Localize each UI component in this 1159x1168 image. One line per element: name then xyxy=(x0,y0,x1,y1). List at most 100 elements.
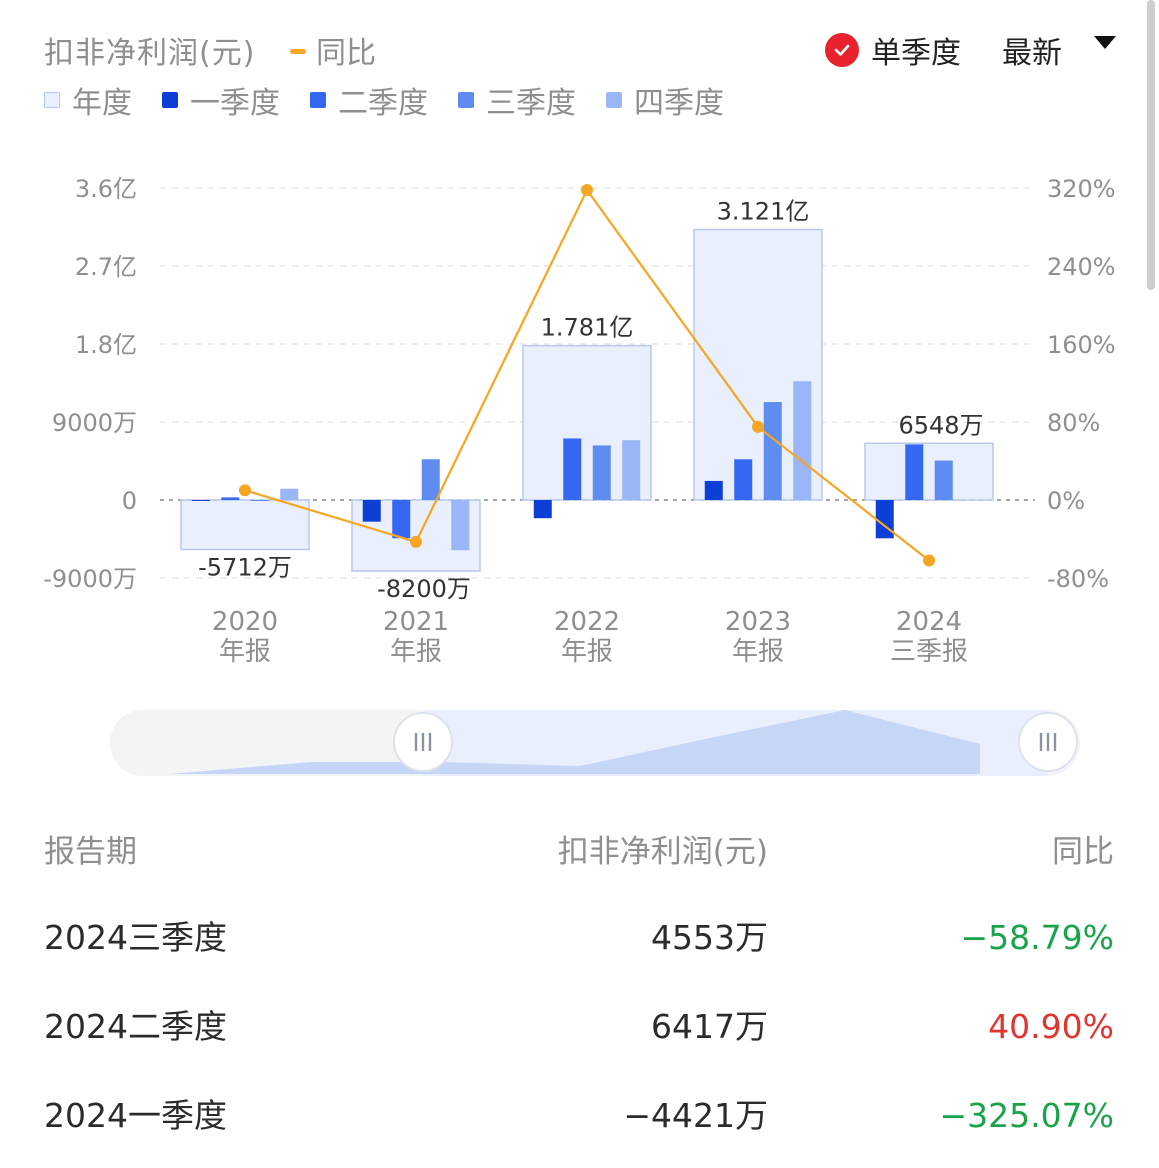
annual-bar xyxy=(180,499,310,551)
x-axis-tick-label: 年报 xyxy=(732,637,784,667)
slider-handle-left[interactable] xyxy=(393,712,453,772)
yoy-point xyxy=(923,554,935,567)
left-axis-tick-label: 0 xyxy=(122,487,137,515)
quarter-bar xyxy=(451,500,470,551)
row-yoy: −325.07% xyxy=(939,1096,1114,1135)
table-row[interactable]: 2024一季度 −4421万 −325.07% xyxy=(44,1086,1114,1146)
x-axis-tick-label: 2023 xyxy=(725,607,791,637)
latest-dropdown[interactable]: 最新 xyxy=(1002,36,1062,71)
row-period: 2024三季度 xyxy=(44,918,227,957)
legend-swatch xyxy=(44,92,60,108)
annual-value-label: 6548万 xyxy=(898,411,983,439)
legend-label: 一季度 xyxy=(190,86,280,121)
x-axis-tick-label: 年报 xyxy=(390,637,442,667)
legend-swatch xyxy=(310,92,326,108)
range-slider[interactable] xyxy=(110,710,1080,776)
annual-bar xyxy=(864,442,994,501)
x-axis-tick-label: 2021 xyxy=(383,607,449,637)
legend-yoy[interactable]: 同比 xyxy=(290,28,376,72)
quarter-bar xyxy=(622,440,641,500)
legend-q3[interactable]: 三季度 xyxy=(458,78,576,122)
table-header: 报告期 扣非净利润(元) 同比 xyxy=(44,822,1114,882)
legend-swatch xyxy=(162,92,178,108)
row-value: −4421万 xyxy=(623,1096,768,1135)
x-axis-tick-label: 2024 xyxy=(896,607,962,637)
quarter-bar xyxy=(793,381,812,500)
quarter-bar xyxy=(280,488,299,500)
quarter-bar xyxy=(250,500,269,501)
legend-q1[interactable]: 一季度 xyxy=(162,78,280,122)
quarter-bar xyxy=(191,500,210,501)
grip-icon xyxy=(1039,733,1057,751)
check-icon xyxy=(825,33,859,67)
yoy-point xyxy=(410,535,422,548)
single-season-label: 单季度 xyxy=(871,36,961,71)
quarter-bar xyxy=(704,480,723,500)
quarter-bar xyxy=(221,497,240,500)
quarter-bar xyxy=(934,460,953,500)
chart-title: 扣非净利润(元) xyxy=(44,36,256,71)
quarter-bar xyxy=(362,500,381,522)
row-value: 6417万 xyxy=(651,1007,768,1046)
slider-preview-area xyxy=(170,710,980,774)
legend-label: 二季度 xyxy=(338,86,428,121)
legend-label: 四季度 xyxy=(634,86,724,121)
annual-value-label: -8200万 xyxy=(377,575,471,603)
row-period: 2024二季度 xyxy=(44,1007,227,1046)
row-yoy: −58.79% xyxy=(960,918,1114,957)
legend-q4[interactable]: 四季度 xyxy=(606,78,724,122)
table-row[interactable]: 2024二季度 6417万 40.90% xyxy=(44,997,1114,1057)
annual-value-label: -5712万 xyxy=(198,554,292,582)
legend-annual[interactable]: 年度 xyxy=(44,78,132,122)
header-value: 扣非净利润(元) xyxy=(557,834,768,870)
left-axis-tick-label: -9000万 xyxy=(43,565,137,593)
slider-handle-right[interactable] xyxy=(1018,712,1078,772)
x-axis-tick-label: 年报 xyxy=(219,637,271,667)
quarter-bar xyxy=(563,438,582,500)
profit-chart: 3.6亿 2.7亿 1.8亿 9000万 0 -9000万 320% 240% 160% 80% 0… xyxy=(43,175,1116,667)
row-period: 2024一季度 xyxy=(44,1096,227,1135)
header-yoy: 同比 xyxy=(1052,834,1114,870)
legend: 年度 一季度 二季度 三季度 四季度 xyxy=(44,78,754,122)
right-axis-tick-label: 240% xyxy=(1047,253,1116,281)
quarter-bar xyxy=(533,500,552,519)
table-row[interactable]: 2024三季度 4553万 −58.79% xyxy=(44,908,1114,968)
caret-down-icon[interactable] xyxy=(1094,36,1116,49)
page-scrollbar[interactable] xyxy=(1147,0,1155,290)
row-yoy: 40.90% xyxy=(988,1007,1114,1046)
left-axis-tick-label: 1.8亿 xyxy=(75,331,137,359)
single-season-toggle[interactable]: 单季度 xyxy=(825,28,961,72)
quarter-bar xyxy=(392,500,411,539)
legend-swatch xyxy=(606,92,622,108)
quarter-bar xyxy=(875,500,894,539)
right-axis-tick-label: 320% xyxy=(1047,175,1116,203)
x-axis-tick-label: 2020 xyxy=(212,607,278,637)
right-axis-tick-label: 80% xyxy=(1047,409,1100,437)
legend-yoy-label: 同比 xyxy=(316,36,376,71)
legend-label: 年度 xyxy=(72,86,132,121)
range-slider-track xyxy=(110,710,1080,776)
quarter-bar xyxy=(763,402,782,500)
x-axis-tick-label: 年报 xyxy=(561,637,613,667)
left-axis-tick-label: 3.6亿 xyxy=(75,175,137,203)
header-period: 报告期 xyxy=(44,834,137,870)
quarter-bar xyxy=(905,444,924,500)
left-axis-tick-label: 9000万 xyxy=(52,409,137,437)
yoy-point xyxy=(752,420,764,433)
x-axis-tick-label: 三季报 xyxy=(890,637,968,667)
quarter-bar xyxy=(734,459,753,500)
row-value: 4553万 xyxy=(651,918,768,957)
legend-q2[interactable]: 二季度 xyxy=(310,78,428,122)
left-axis-tick-label: 2.7亿 xyxy=(75,253,137,281)
quarter-bar xyxy=(421,459,440,500)
legend-label: 三季度 xyxy=(486,86,576,121)
right-axis-tick-label: -80% xyxy=(1047,565,1109,593)
annual-value-label: 1.781亿 xyxy=(541,314,634,342)
x-axis-tick-label: 2022 xyxy=(554,607,620,637)
annual-value-label: 3.121亿 xyxy=(717,198,810,226)
quarter-bar xyxy=(592,445,611,500)
right-axis-tick-label: 0% xyxy=(1047,487,1085,515)
yoy-point xyxy=(239,484,251,497)
legend-swatch xyxy=(458,92,474,108)
grip-icon xyxy=(414,733,432,751)
